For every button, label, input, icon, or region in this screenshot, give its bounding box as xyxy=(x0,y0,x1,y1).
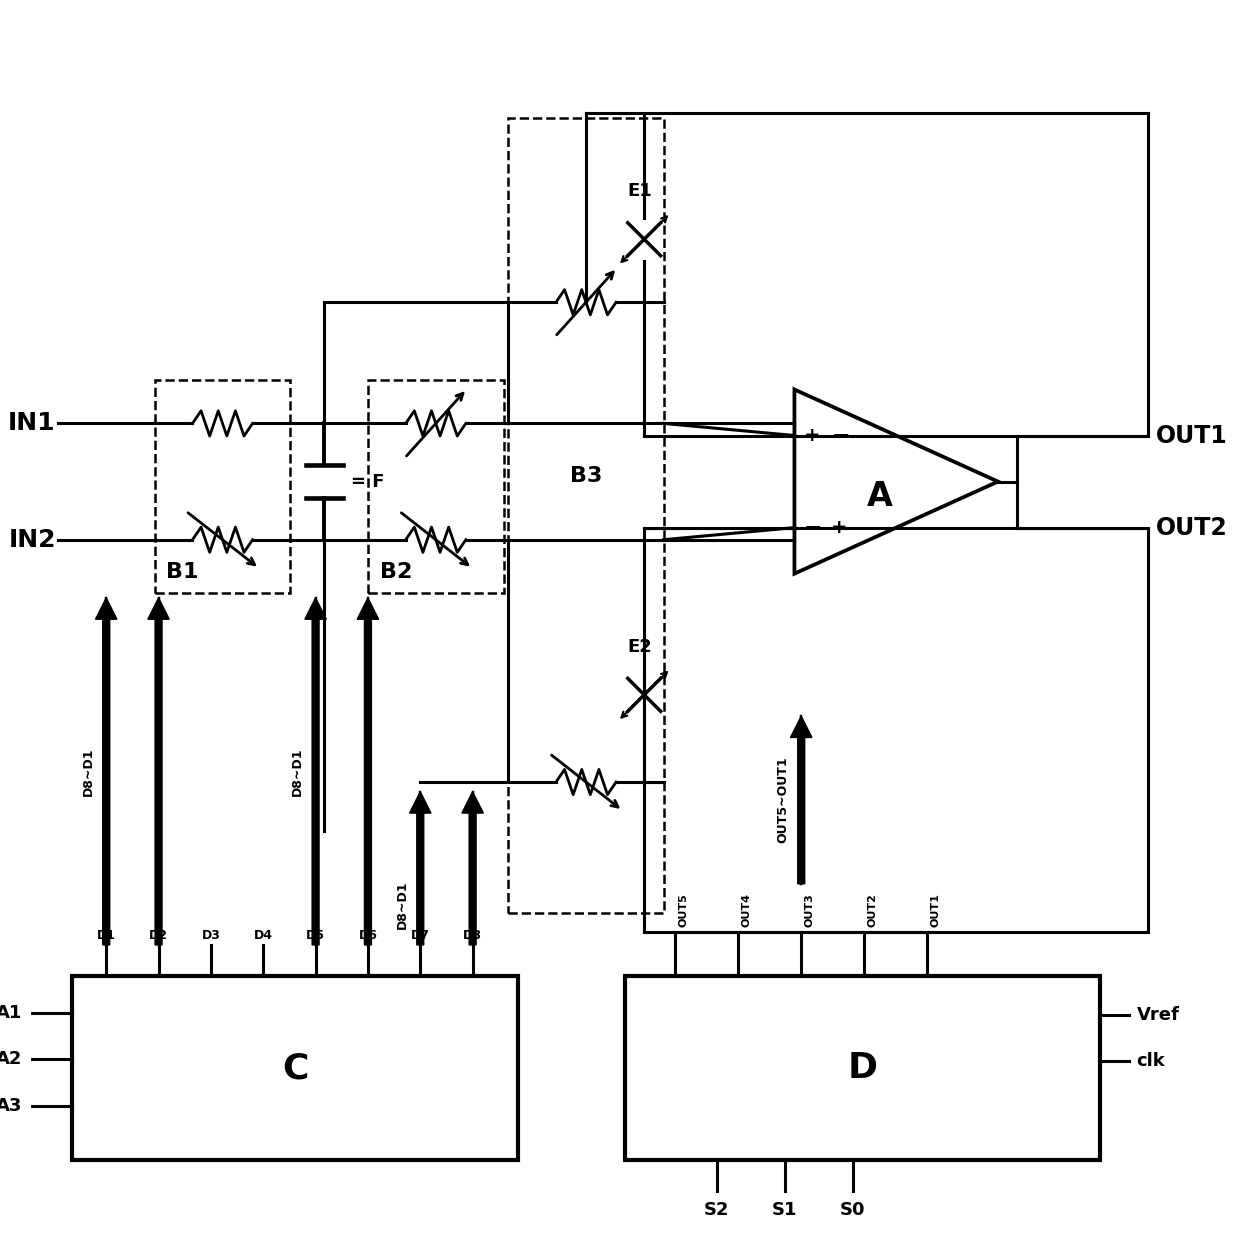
Bar xyxy=(625,975,1100,1161)
Text: IN1: IN1 xyxy=(9,412,56,436)
Text: S2: S2 xyxy=(704,1201,729,1218)
Text: D7: D7 xyxy=(410,929,430,942)
Text: S1: S1 xyxy=(773,1201,797,1218)
Text: OUT2: OUT2 xyxy=(1156,516,1228,540)
Text: D5: D5 xyxy=(306,929,325,942)
Text: OUT5: OUT5 xyxy=(678,894,688,928)
Text: B3: B3 xyxy=(570,466,603,486)
Text: OUT2: OUT2 xyxy=(867,894,877,928)
Text: B1: B1 xyxy=(166,562,198,582)
Text: C: C xyxy=(281,1050,309,1085)
Text: +: + xyxy=(831,518,848,537)
Text: E1: E1 xyxy=(627,183,652,200)
Text: B2: B2 xyxy=(379,562,412,582)
Text: D2: D2 xyxy=(149,929,169,942)
Text: OUT1: OUT1 xyxy=(930,894,940,928)
Text: E2: E2 xyxy=(627,639,652,656)
Text: S0: S0 xyxy=(839,1201,866,1218)
Bar xyxy=(508,118,663,913)
Text: IN2: IN2 xyxy=(9,528,56,552)
Text: D4: D4 xyxy=(254,929,273,942)
Text: −: − xyxy=(804,517,823,537)
FancyArrow shape xyxy=(148,598,170,945)
Text: D8: D8 xyxy=(464,929,482,942)
Text: Vref: Vref xyxy=(1137,1005,1179,1024)
Text: OUT1: OUT1 xyxy=(1156,423,1228,447)
Text: A3: A3 xyxy=(0,1097,22,1114)
Text: clk: clk xyxy=(1137,1052,1166,1070)
Text: A2: A2 xyxy=(0,1050,22,1068)
FancyArrow shape xyxy=(95,598,117,945)
Text: D8~D1: D8~D1 xyxy=(82,747,94,796)
FancyArrow shape xyxy=(409,791,432,945)
Text: A: A xyxy=(867,480,893,512)
FancyArrow shape xyxy=(357,598,378,945)
Text: +: + xyxy=(804,426,821,444)
Bar xyxy=(72,975,518,1161)
FancyArrow shape xyxy=(463,791,484,945)
Text: D1: D1 xyxy=(97,929,115,942)
Text: A1: A1 xyxy=(0,1004,22,1022)
Text: D6: D6 xyxy=(358,929,377,942)
Text: = F: = F xyxy=(351,472,384,491)
Bar xyxy=(368,379,503,593)
FancyArrow shape xyxy=(791,716,812,884)
FancyArrow shape xyxy=(305,598,326,945)
Text: D8~D1: D8~D1 xyxy=(291,747,304,796)
Text: D: D xyxy=(847,1050,877,1085)
Text: D3: D3 xyxy=(201,929,221,942)
Text: OUT4: OUT4 xyxy=(742,894,751,928)
Text: −: − xyxy=(831,426,849,446)
Text: OUT3: OUT3 xyxy=(804,894,815,928)
Text: D8~D1: D8~D1 xyxy=(396,880,409,929)
Bar xyxy=(155,379,290,593)
Text: OUT5~OUT1: OUT5~OUT1 xyxy=(776,756,790,844)
